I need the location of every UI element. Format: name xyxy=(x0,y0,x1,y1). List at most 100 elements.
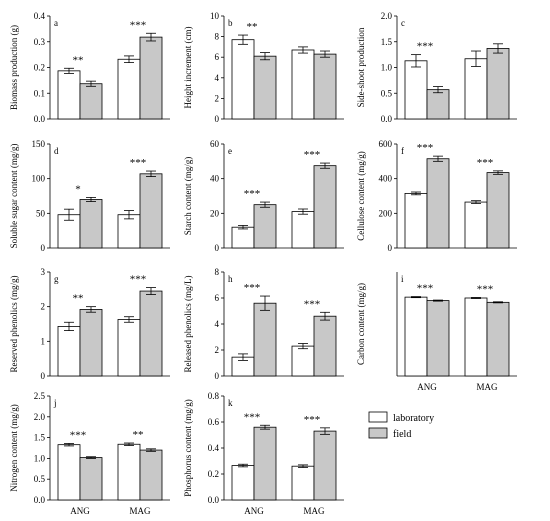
y-tick-label: 0 xyxy=(41,243,46,253)
bar-field-MAG xyxy=(486,301,510,377)
significance-label: *** xyxy=(477,157,494,169)
bar-laboratory-MAG xyxy=(291,49,315,120)
y-axis-label: Biomass production (g) xyxy=(9,25,19,110)
y-tick-label: 2 xyxy=(41,302,46,312)
significance-label: *** xyxy=(244,282,261,294)
bar-laboratory-MAG xyxy=(464,58,488,120)
y-axis-label: Phosphorus content (mg/g) xyxy=(183,399,193,497)
bar-field-ANG xyxy=(79,457,103,501)
bar-laboratory-ANG xyxy=(231,39,255,120)
y-tick-label: 3 xyxy=(41,267,46,277)
bar-laboratory-MAG xyxy=(117,58,141,120)
panel-b: 0 2 4 6 8 10 b Height increment (cm) ** xyxy=(183,11,344,124)
bar-laboratory-ANG xyxy=(57,70,81,120)
bar-laboratory-MAG xyxy=(291,345,315,377)
y-tick-label: 0.5 xyxy=(381,88,393,98)
x-tick-label: ANG xyxy=(70,506,90,516)
bar-field-ANG xyxy=(79,83,103,120)
y-axis-label: Released phenolics (mg/L) xyxy=(183,276,193,373)
y-tick-label: 60 xyxy=(210,139,220,149)
panel-a: 0.0 0.1 0.2 0.3 0.4 a Biomass production (g) **… xyxy=(9,11,170,124)
y-tick-label: 0.1 xyxy=(34,88,45,98)
bar-laboratory-ANG xyxy=(404,296,428,377)
y-tick-label: 8 xyxy=(215,267,220,277)
y-axis-label: Carbon content (mg/g) xyxy=(356,283,366,365)
panel-j: 0.0 0.5 1.0 1.5 2.0 2.5 j Nitrogen content (mg/… xyxy=(9,391,170,516)
y-axis-label: Starch content (mg/g) xyxy=(183,157,193,235)
y-tick-label: 0.2 xyxy=(34,63,45,73)
bar-field-MAG xyxy=(313,53,337,120)
y-tick-label: 2 xyxy=(215,93,220,103)
significance-label: ** xyxy=(73,293,84,305)
bar-field-MAG xyxy=(486,48,510,120)
bar-laboratory-MAG xyxy=(117,214,141,249)
y-tick-label: 6 xyxy=(215,52,220,62)
bar-field-ANG xyxy=(79,199,103,249)
significance-label: *** xyxy=(70,429,87,441)
y-tick-label: 40 xyxy=(210,174,220,184)
significance-label: *** xyxy=(477,283,494,295)
y-tick-label: 0.2 xyxy=(208,469,219,479)
y-tick-label: 1 xyxy=(41,336,46,346)
bar-laboratory-MAG xyxy=(291,211,315,249)
panel-letter: e xyxy=(228,146,232,156)
bar-field-ANG xyxy=(79,309,103,377)
significance-label: *** xyxy=(304,149,321,161)
bar-laboratory-MAG xyxy=(291,465,315,501)
y-tick-label: 1.5 xyxy=(34,433,46,443)
y-tick-label: 50 xyxy=(36,208,46,218)
y-tick-label: 400 xyxy=(379,174,393,184)
significance-label: *** xyxy=(417,283,434,295)
significance-label: *** xyxy=(244,188,261,200)
x-tick-label: MAG xyxy=(129,506,151,516)
significance-label: *** xyxy=(417,41,434,53)
y-tick-label: 1.0 xyxy=(34,453,46,463)
bar-laboratory-MAG xyxy=(464,201,488,249)
panel-k: 0.0 0.2 0.4 0.6 0.8 k Phosphorus content (mg/g… xyxy=(183,391,344,516)
bar-field-ANG xyxy=(253,204,277,249)
significance-label: *** xyxy=(130,274,147,286)
y-tick-label: 0.5 xyxy=(34,474,46,484)
legend-swatch-field xyxy=(368,427,388,439)
legend-label-laboratory: laboratory xyxy=(393,413,434,424)
y-tick-label: 0.0 xyxy=(381,114,393,124)
bar-field-MAG xyxy=(139,290,163,377)
panel-letter: b xyxy=(228,18,233,28)
y-tick-label: 0.0 xyxy=(34,114,46,124)
y-tick-label: 0 xyxy=(215,371,220,381)
bar-field-ANG xyxy=(253,302,277,377)
y-tick-label: 0.4 xyxy=(34,11,46,21)
bar-field-ANG xyxy=(426,300,450,377)
y-tick-label: 0.0 xyxy=(34,495,46,505)
bar-laboratory-ANG xyxy=(404,60,428,120)
bar-laboratory-ANG xyxy=(57,326,81,377)
significance-label: * xyxy=(75,183,81,195)
x-tick-label: MAG xyxy=(476,382,498,392)
panel-letter: d xyxy=(54,146,59,156)
panel-f: 0 200 400 600 f Cellulose content (mg/g) *** **… xyxy=(356,139,517,253)
y-tick-label: 0.4 xyxy=(208,443,220,453)
y-tick-label: 8 xyxy=(215,32,220,42)
significance-label: *** xyxy=(417,142,434,154)
significance-label: *** xyxy=(304,298,321,310)
panel-letter: g xyxy=(54,274,59,284)
y-tick-label: 0.8 xyxy=(208,391,220,401)
panel-c: 0.0 0.5 1.0 1.5 2.0 c Side-shoot production *** xyxy=(356,11,517,124)
bar-laboratory-ANG xyxy=(57,444,81,501)
y-tick-label: 1.5 xyxy=(381,37,393,47)
legend: laboratory field xyxy=(368,411,434,440)
bar-field-ANG xyxy=(426,89,450,120)
bar-field-ANG xyxy=(253,55,277,120)
bar-field-ANG xyxy=(253,426,277,501)
y-axis-label: Soluble sugar content (mg/g) xyxy=(9,144,19,249)
y-tick-label: 0.6 xyxy=(208,417,220,427)
y-tick-label: 0.3 xyxy=(34,37,46,47)
y-tick-label: 200 xyxy=(379,208,393,218)
y-tick-label: 0 xyxy=(215,243,220,253)
y-tick-label: 4 xyxy=(215,319,220,329)
y-tick-label: 20 xyxy=(210,208,220,218)
bar-laboratory-MAG xyxy=(117,319,141,377)
